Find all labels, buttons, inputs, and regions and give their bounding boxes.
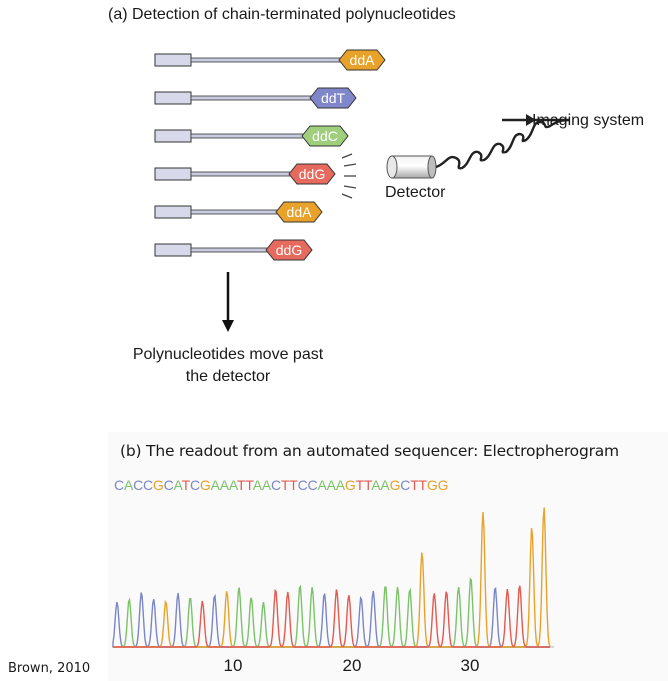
base-letter: A xyxy=(371,477,381,493)
strand-1: ddA xyxy=(154,49,386,71)
strand-4: ddG xyxy=(154,163,336,185)
strands-group: ddA ddT ddC ddG ddA ddG xyxy=(154,49,386,261)
primer-block xyxy=(154,167,192,181)
base-letter: T xyxy=(237,477,246,493)
base-letter: T xyxy=(363,477,372,493)
strand-line xyxy=(190,57,344,63)
arrow-down-icon xyxy=(222,320,234,332)
movement-caption-line1: Polynucleotides move past xyxy=(132,346,324,363)
base-letter: C xyxy=(270,477,281,493)
base-letter: G xyxy=(199,477,211,493)
base-letter: G xyxy=(344,477,356,493)
base-letter: T xyxy=(280,477,290,493)
signal-dashes xyxy=(341,153,357,199)
base-letter: T xyxy=(289,477,298,493)
panel-b: (b) The readout from an automated sequen… xyxy=(108,432,668,681)
panel-a: (a) Detection of chain-terminated polynu… xyxy=(108,0,668,432)
base-letter: T xyxy=(410,477,419,493)
terminator-tag xyxy=(338,49,386,71)
cable-icon xyxy=(435,118,571,170)
strand-2: ddT xyxy=(154,87,357,109)
strand-line xyxy=(190,95,315,101)
primer-block xyxy=(154,243,192,257)
terminator-tag xyxy=(275,201,323,223)
base-letter: A xyxy=(219,477,229,493)
terminator-tag xyxy=(288,163,336,185)
base-letter: C xyxy=(163,477,174,493)
panel-a-diagram: ddA ddT ddC ddG ddA ddG xyxy=(154,49,571,332)
strand-3: ddC xyxy=(154,125,349,147)
trace-C xyxy=(112,586,550,648)
strand-line xyxy=(190,209,281,215)
base-letter: A xyxy=(173,477,182,493)
terminator-tag xyxy=(301,125,349,147)
base-letter: C xyxy=(190,477,200,493)
strand-line xyxy=(190,133,307,139)
base-letter: A xyxy=(228,477,238,493)
primer-block xyxy=(154,129,192,143)
base-letter: G xyxy=(426,477,438,493)
panel-b-title: (b) The readout from an automated sequen… xyxy=(120,442,619,460)
axis-number-20: 20 xyxy=(342,656,362,675)
credit: Brown, 2010 xyxy=(8,661,91,676)
terminator-tag xyxy=(265,239,313,261)
detector-icon xyxy=(386,155,437,179)
base-letter: C xyxy=(114,477,124,493)
terminator-label: ddG xyxy=(276,242,302,258)
trace-A xyxy=(113,577,550,648)
imaging-system-label: Imaging system xyxy=(532,112,645,129)
electropherogram xyxy=(112,507,554,648)
base-letter: C xyxy=(400,477,411,493)
strand-5: ddA xyxy=(154,201,323,223)
strand-6: ddG xyxy=(154,239,313,261)
base-letter: A xyxy=(326,477,336,493)
base-letter: T xyxy=(418,477,428,493)
primer-block xyxy=(154,91,192,105)
axis-number-10: 10 xyxy=(223,656,243,675)
terminator-label: ddC xyxy=(312,128,338,144)
base-letter: T xyxy=(181,477,191,493)
terminator-label: ddA xyxy=(287,204,313,220)
base-letter: G xyxy=(389,477,401,493)
trace-G xyxy=(113,507,551,648)
base-letter: C xyxy=(297,477,308,493)
base-sequence: CACCGCATCGAAATTAACTTCCAAAGTTAAGCTTGG xyxy=(114,477,449,493)
trace-T xyxy=(113,585,550,648)
strand-line xyxy=(190,247,271,253)
base-letter: A xyxy=(252,477,262,493)
base-letter: A xyxy=(123,477,134,493)
terminator-tag xyxy=(309,87,357,109)
base-letter: C xyxy=(307,477,318,493)
base-letter: C xyxy=(133,477,143,493)
terminator-label: ddT xyxy=(321,90,346,106)
panel-a-title: (a) Detection of chain-terminated polynu… xyxy=(108,6,456,23)
axis-number-30: 30 xyxy=(460,656,480,675)
base-letter: T xyxy=(355,477,365,493)
arrow-right-icon xyxy=(526,114,536,126)
base-letter: A xyxy=(380,477,390,493)
base-letter: A xyxy=(335,477,345,493)
base-letter: G xyxy=(152,477,164,493)
primer-block xyxy=(154,53,192,67)
base-letter: G xyxy=(437,477,449,493)
strand-line xyxy=(190,171,294,177)
primer-block xyxy=(154,205,192,219)
detector-label: Detector xyxy=(385,184,446,201)
base-letter: C xyxy=(142,477,153,493)
base-letter: A xyxy=(317,477,327,493)
base-letter: A xyxy=(210,477,220,493)
base-letter: A xyxy=(261,477,271,493)
base-letter: T xyxy=(245,477,253,493)
movement-caption: Polynucleotides move past the detector xyxy=(103,344,353,388)
terminator-label: ddA xyxy=(350,52,376,68)
movement-caption-line2: the detector xyxy=(185,368,271,385)
terminator-label: ddG xyxy=(299,166,325,182)
